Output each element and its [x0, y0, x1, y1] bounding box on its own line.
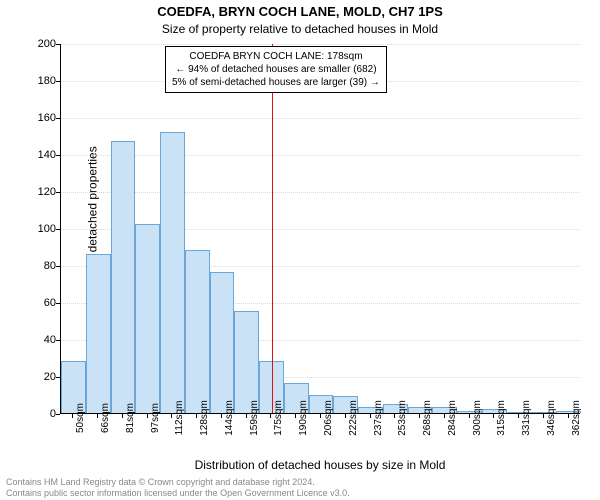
histogram-bar [135, 224, 160, 413]
annotation-line-1: COEDFA BRYN COCH LANE: 178sqm [172, 50, 380, 63]
x-tick-mark [97, 414, 98, 418]
x-tick-mark [196, 414, 197, 418]
y-tick-mark [56, 340, 60, 341]
x-tick-label: 315sqm [496, 400, 507, 436]
annotation-line-2: ← 94% of detached houses are smaller (68… [172, 63, 380, 76]
x-tick-label: 159sqm [249, 400, 260, 436]
histogram-bar [111, 141, 136, 413]
x-tick-label: 175sqm [273, 400, 284, 436]
x-tick-label: 237sqm [373, 400, 384, 436]
x-tick-mark [270, 414, 271, 418]
x-tick-label: 253sqm [397, 400, 408, 436]
histogram-bar [234, 311, 259, 413]
x-tick-mark [444, 414, 445, 418]
y-tick-label: 80 [20, 260, 56, 272]
y-tick-label: 0 [20, 408, 56, 420]
chart-title: COEDFA, BRYN COCH LANE, MOLD, CH7 1PS [0, 4, 600, 19]
y-axis-label-wrap: Number of detached properties [2, 44, 18, 414]
x-tick-label: 112sqm [174, 401, 185, 436]
x-tick-mark [171, 414, 172, 418]
y-tick-mark [56, 81, 60, 82]
y-tick-label: 120 [20, 186, 56, 198]
x-tick-label: 81sqm [125, 403, 136, 433]
x-tick-label: 128sqm [199, 400, 210, 436]
x-tick-label: 222sqm [348, 400, 359, 436]
x-tick-mark [518, 414, 519, 418]
y-tick-mark [56, 377, 60, 378]
x-tick-mark [320, 414, 321, 418]
y-tick-label: 200 [20, 38, 56, 50]
chart-subtitle: Size of property relative to detached ho… [0, 22, 600, 36]
y-tick-label: 160 [20, 112, 56, 124]
y-tick-mark [56, 303, 60, 304]
y-tick-mark [56, 44, 60, 45]
y-tick-mark [56, 118, 60, 119]
x-tick-mark [72, 414, 73, 418]
x-tick-label: 66sqm [100, 403, 111, 433]
x-tick-label: 300sqm [472, 400, 483, 436]
x-tick-mark [543, 414, 544, 418]
x-tick-mark [246, 414, 247, 418]
x-tick-mark [469, 414, 470, 418]
x-tick-label: 346sqm [546, 400, 557, 436]
histogram-bar [210, 272, 235, 413]
y-tick-label: 100 [20, 223, 56, 235]
x-tick-label: 144sqm [224, 400, 235, 436]
x-tick-mark [221, 414, 222, 418]
x-tick-mark [394, 414, 395, 418]
annotation-box: COEDFA BRYN COCH LANE: 178sqm ← 94% of d… [165, 46, 387, 93]
x-tick-label: 331sqm [521, 400, 532, 436]
y-tick-label: 180 [20, 75, 56, 87]
x-tick-label: 362sqm [571, 400, 582, 436]
y-tick-label: 40 [20, 334, 56, 346]
x-tick-label: 50sqm [75, 403, 86, 433]
y-tick-mark [56, 155, 60, 156]
y-tick-label: 20 [20, 371, 56, 383]
x-tick-mark [147, 414, 148, 418]
y-tick-label: 60 [20, 297, 56, 309]
x-tick-label: 284sqm [447, 400, 458, 436]
plot-area: COEDFA BRYN COCH LANE: 178sqm ← 94% of d… [60, 44, 580, 414]
x-tick-label: 190sqm [298, 400, 309, 436]
footer-line-2: Contains public sector information licen… [6, 488, 350, 498]
x-tick-mark [370, 414, 371, 418]
y-tick-mark [56, 266, 60, 267]
y-tick-label: 140 [20, 149, 56, 161]
x-tick-label: 268sqm [422, 400, 433, 436]
x-tick-mark [568, 414, 569, 418]
histogram-bar [86, 254, 111, 413]
y-tick-mark [56, 192, 60, 193]
footer-line-1: Contains HM Land Registry data © Crown c… [6, 477, 350, 487]
x-tick-mark [345, 414, 346, 418]
x-tick-mark [295, 414, 296, 418]
bars-layer [61, 44, 580, 413]
histogram-bar [160, 132, 185, 413]
annotation-line-3: 5% of semi-detached houses are larger (3… [172, 76, 380, 89]
x-tick-mark [493, 414, 494, 418]
footer: Contains HM Land Registry data © Crown c… [6, 477, 350, 498]
y-tick-mark [56, 229, 60, 230]
y-tick-mark [56, 414, 60, 415]
reference-line [272, 44, 273, 413]
chart-container: COEDFA, BRYN COCH LANE, MOLD, CH7 1PS Si… [0, 0, 600, 500]
x-tick-mark [419, 414, 420, 418]
x-axis-label: Distribution of detached houses by size … [60, 458, 580, 472]
histogram-bar [185, 250, 210, 413]
x-tick-mark [122, 414, 123, 418]
x-tick-label: 206sqm [323, 400, 334, 436]
x-tick-label: 97sqm [150, 403, 161, 433]
